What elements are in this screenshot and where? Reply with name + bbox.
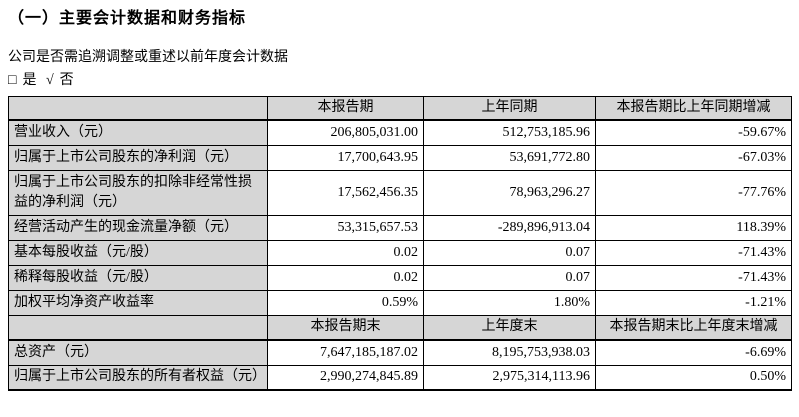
table-row-net-profit: 归属于上市公司股东的净利润（元） 17,700,643.95 53,691,77… <box>8 144 792 171</box>
value-change: -6.69% <box>595 339 792 366</box>
table-row-weighted-avg-roe: 加权平均净资产收益率 0.59% 1.80% -1.21% <box>8 289 792 316</box>
row-label: 归属于上市公司股东的净利润（元） <box>8 144 268 171</box>
table-row-total-assets: 总资产（元） 7,647,185,187.02 8,195,753,938.03… <box>8 339 792 366</box>
value-prior: 78,963,296.27 <box>423 169 596 216</box>
value-change: -77.76% <box>595 169 792 216</box>
row-label: 稀释每股收益（元/股） <box>8 264 268 291</box>
table-header-row-period-end: 本报告期末 上年度末 本报告期末比上年度末增减 <box>8 314 792 342</box>
value-prior: 1.80% <box>423 289 596 316</box>
row-label: 营业收入（元） <box>8 119 268 146</box>
value-change: -59.67% <box>595 119 792 146</box>
checkbox-no-label: 否 <box>59 73 74 88</box>
financial-indicators-table: 本报告期 上年同期 本报告期比上年同期增减 营业收入（元） 206,805,03… <box>8 96 792 392</box>
row-label: 加权平均净资产收益率 <box>8 289 268 316</box>
table-row-basic-eps: 基本每股收益（元/股） 0.02 0.07 -71.43% <box>8 239 792 266</box>
value-current: 7,647,185,187.02 <box>267 339 424 366</box>
value-current: 206,805,031.00 <box>267 119 424 146</box>
table-row-diluted-eps: 稀释每股收益（元/股） 0.02 0.07 -71.43% <box>8 264 792 291</box>
value-current: 0.02 <box>267 239 424 266</box>
checkmark-no-icon: √ <box>45 73 54 88</box>
value-current: 53,315,657.53 <box>267 214 424 241</box>
value-prior: 512,753,185.96 <box>423 119 596 146</box>
page-title: （一）主要会计数据和财务指标 <box>8 10 247 27</box>
value-change: 0.50% <box>595 364 792 392</box>
value-prior: 53,691,772.80 <box>423 144 596 171</box>
table-row-operating-cash-flow: 经营活动产生的现金流量净额（元） 53,315,657.53 -289,896,… <box>8 214 792 241</box>
restatement-question: 公司是否需追溯调整或重述以前年度会计数据 <box>8 50 288 65</box>
value-prior: -289,896,913.04 <box>423 214 596 241</box>
value-current: 17,562,456.35 <box>267 169 424 216</box>
value-current: 17,700,643.95 <box>267 144 424 171</box>
header-prior-period: 上年同期 <box>423 96 596 122</box>
value-prior: 2,975,314,113.96 <box>423 364 596 392</box>
value-change: -67.03% <box>595 144 792 171</box>
value-change: -1.21% <box>595 289 792 316</box>
checkbox-yes-icon: □ <box>8 73 17 88</box>
table-row-revenue: 营业收入（元） 206,805,031.00 512,753,185.96 -5… <box>8 119 792 146</box>
value-prior: 0.07 <box>423 239 596 266</box>
header-current-period-end: 本报告期末 <box>267 314 424 342</box>
value-current: 0.59% <box>267 289 424 316</box>
row-label: 基本每股收益（元/股） <box>8 239 268 266</box>
header-blank-cell <box>8 96 268 122</box>
value-change: -71.43% <box>595 264 792 291</box>
value-current: 2,990,274,845.89 <box>267 364 424 392</box>
row-label: 归属于上市公司股东的所有者权益（元） <box>8 364 268 392</box>
checkbox-yes-label: 是 <box>22 73 37 88</box>
row-label: 经营活动产生的现金流量净额（元） <box>8 214 268 241</box>
value-current: 0.02 <box>267 264 424 291</box>
value-prior: 0.07 <box>423 264 596 291</box>
row-label: 总资产（元） <box>8 339 268 366</box>
row-label: 归属于上市公司股东的扣除非经常性损益的净利润（元） <box>8 169 268 216</box>
table-header-row-period: 本报告期 上年同期 本报告期比上年同期增减 <box>8 96 792 122</box>
header-prior-year-end: 上年度末 <box>423 314 596 342</box>
header-change: 本报告期比上年同期增减 <box>595 96 792 122</box>
header-blank-cell <box>8 314 268 342</box>
restatement-answer: □ 是 √ 否 <box>8 69 80 89</box>
value-prior: 8,195,753,938.03 <box>423 339 596 366</box>
table-row-shareholders-equity: 归属于上市公司股东的所有者权益（元） 2,990,274,845.89 2,97… <box>8 364 792 392</box>
value-change: 118.39% <box>595 214 792 241</box>
header-current-period: 本报告期 <box>267 96 424 122</box>
value-change: -71.43% <box>595 239 792 266</box>
table-row-net-profit-excl-nonrecurring: 归属于上市公司股东的扣除非经常性损益的净利润（元） 17,562,456.35 … <box>8 169 792 216</box>
header-period-end-change: 本报告期末比上年度末增减 <box>595 314 792 342</box>
